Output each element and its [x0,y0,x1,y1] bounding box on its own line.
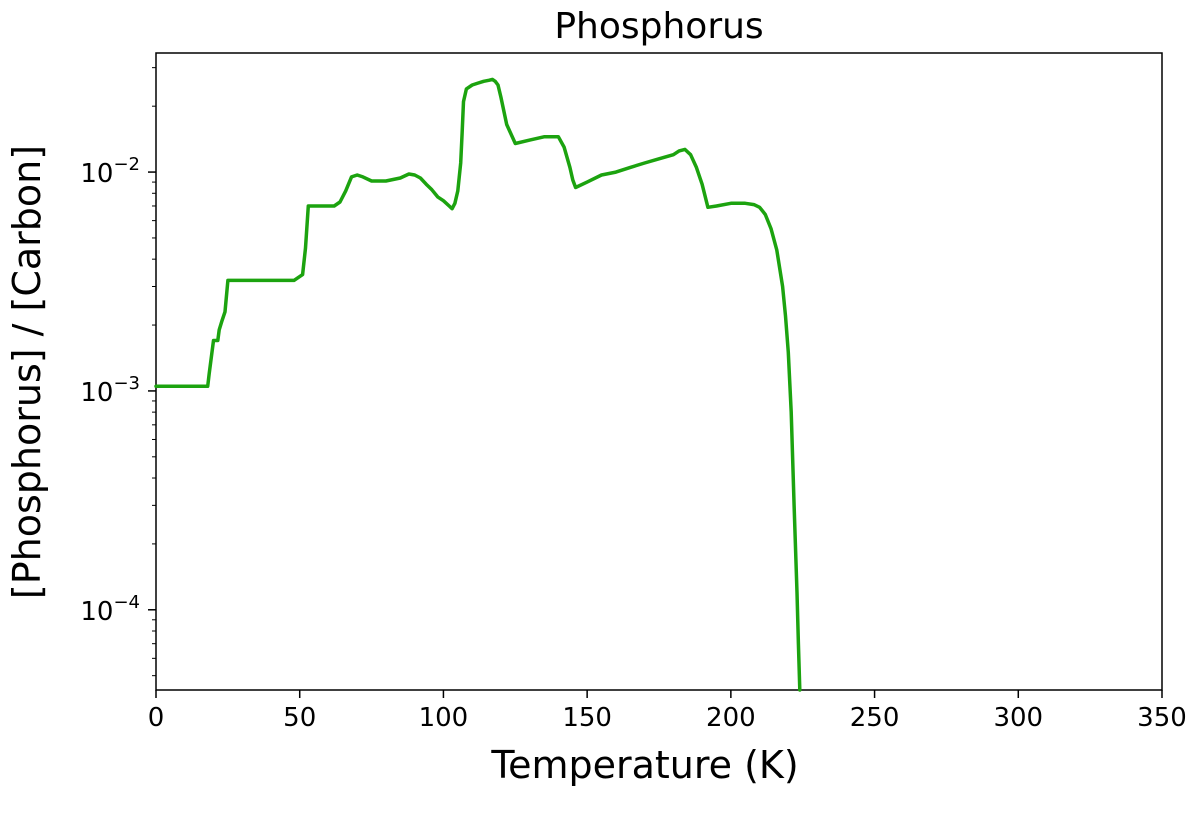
x-axis-title: Temperature (K) [490,743,798,787]
y-axis-ticks: 10−3 10−2 10−4 [80,67,156,677]
plot-area-frame [155,52,1163,691]
x-tick-label: 100 [419,703,469,733]
x-tick-label: 250 [850,703,900,733]
x-axis-ticks: 0 50 100 150 200 250 300 350 [148,690,1187,733]
y-tick-label: 10−4 [80,592,140,627]
x-tick-label: 350 [1137,703,1187,733]
x-tick-label: 300 [993,703,1043,733]
y-axis-title: [Phosphorus] / [Carbon] [5,145,49,599]
y-tick-label: 10−3 [80,373,140,408]
x-tick-label: 0 [148,703,165,733]
x-tick-label: 150 [562,703,612,733]
x-tick-label: 200 [706,703,756,733]
x-tick-label: 50 [283,703,316,733]
chart-title: Phosphorus [554,6,763,47]
y-tick-label: 10−2 [80,154,140,189]
series-line [154,77,802,692]
